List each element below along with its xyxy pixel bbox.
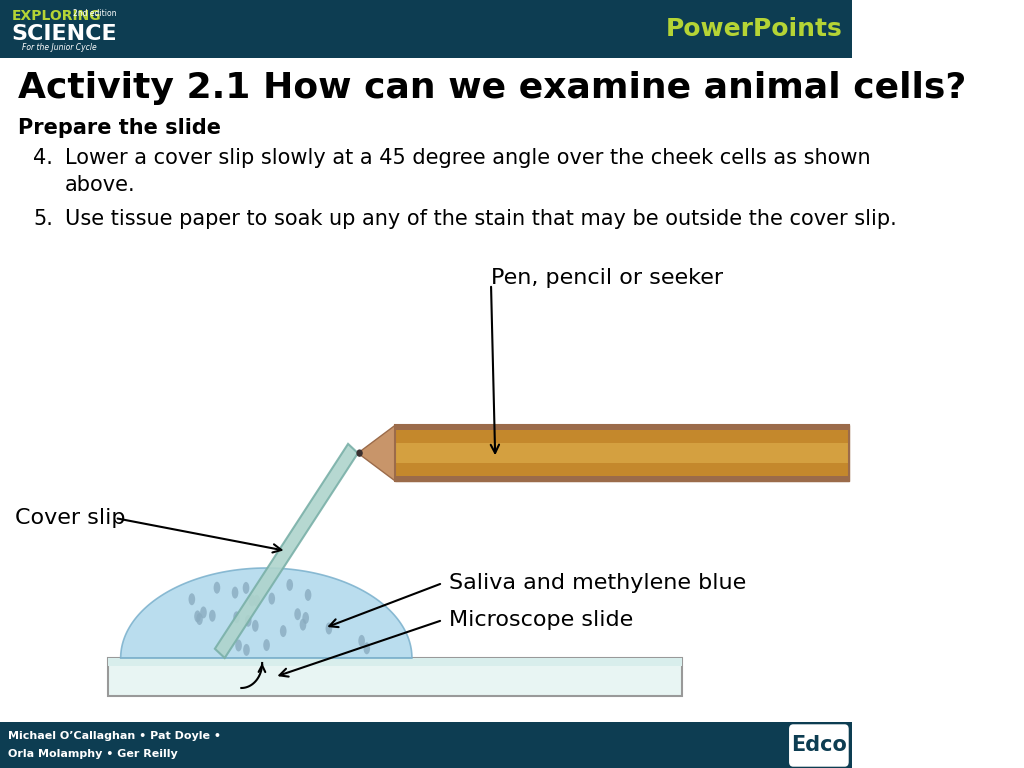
Bar: [109, 658, 682, 666]
Bar: [395, 425, 849, 481]
Text: Saliva and methylene blue: Saliva and methylene blue: [450, 573, 746, 593]
Bar: [109, 658, 682, 696]
Text: EXPLORING: EXPLORING: [11, 9, 101, 23]
Ellipse shape: [358, 635, 365, 647]
Text: Microscope slide: Microscope slide: [450, 610, 634, 630]
Bar: [0, 58, 852, 722]
Polygon shape: [121, 568, 412, 658]
Ellipse shape: [197, 613, 203, 625]
Ellipse shape: [252, 620, 259, 632]
Text: Activity 2.1 How can we examine animal cells?: Activity 2.1 How can we examine animal c…: [18, 71, 967, 105]
Ellipse shape: [287, 579, 293, 591]
Ellipse shape: [243, 644, 250, 656]
FancyBboxPatch shape: [790, 725, 848, 766]
Text: Orla Molamphy • Ger Reilly: Orla Molamphy • Ger Reilly: [8, 749, 178, 759]
Text: Lower a cover slip slowly at a 45 degree angle over the cheek cells as shown: Lower a cover slip slowly at a 45 degree…: [65, 148, 870, 168]
Text: Pen, pencil or seeker: Pen, pencil or seeker: [490, 268, 723, 288]
Bar: [0, 722, 852, 768]
Text: SCIENCE: SCIENCE: [11, 24, 118, 44]
Text: 4.: 4.: [34, 148, 53, 168]
Ellipse shape: [305, 589, 311, 601]
Ellipse shape: [268, 593, 275, 604]
Ellipse shape: [302, 612, 309, 624]
Polygon shape: [358, 425, 395, 481]
Text: Cover slip: Cover slip: [15, 508, 126, 528]
Circle shape: [357, 450, 362, 456]
Text: For the Junior Cycle: For the Junior Cycle: [22, 42, 96, 51]
Bar: [0, 0, 852, 58]
Ellipse shape: [280, 625, 287, 637]
Ellipse shape: [200, 607, 207, 618]
Bar: [395, 443, 849, 463]
Text: above.: above.: [65, 175, 135, 195]
Ellipse shape: [209, 610, 216, 622]
Ellipse shape: [243, 582, 250, 594]
Ellipse shape: [231, 587, 239, 598]
Text: 2nd edition: 2nd edition: [74, 8, 117, 18]
Ellipse shape: [254, 594, 260, 607]
Bar: [395, 425, 849, 481]
Ellipse shape: [364, 642, 370, 654]
Text: Use tissue paper to soak up any of the stain that may be outside the cover slip.: Use tissue paper to soak up any of the s…: [65, 209, 897, 229]
Ellipse shape: [326, 623, 332, 634]
Ellipse shape: [249, 594, 255, 607]
Text: Michael O’Callaghan • Pat Doyle •: Michael O’Callaghan • Pat Doyle •: [8, 731, 221, 741]
Ellipse shape: [188, 593, 196, 605]
Text: Prepare the slide: Prepare the slide: [18, 118, 221, 138]
Ellipse shape: [233, 611, 240, 624]
Text: 5.: 5.: [34, 209, 53, 229]
Text: Edco: Edco: [791, 735, 847, 755]
Ellipse shape: [294, 608, 301, 621]
Ellipse shape: [300, 619, 306, 631]
Ellipse shape: [263, 639, 270, 651]
Ellipse shape: [214, 581, 220, 594]
Ellipse shape: [236, 640, 242, 651]
Bar: [395, 430, 849, 476]
Ellipse shape: [195, 611, 201, 622]
Text: PowerPoints: PowerPoints: [666, 17, 842, 41]
Ellipse shape: [245, 615, 252, 627]
Polygon shape: [215, 444, 358, 658]
